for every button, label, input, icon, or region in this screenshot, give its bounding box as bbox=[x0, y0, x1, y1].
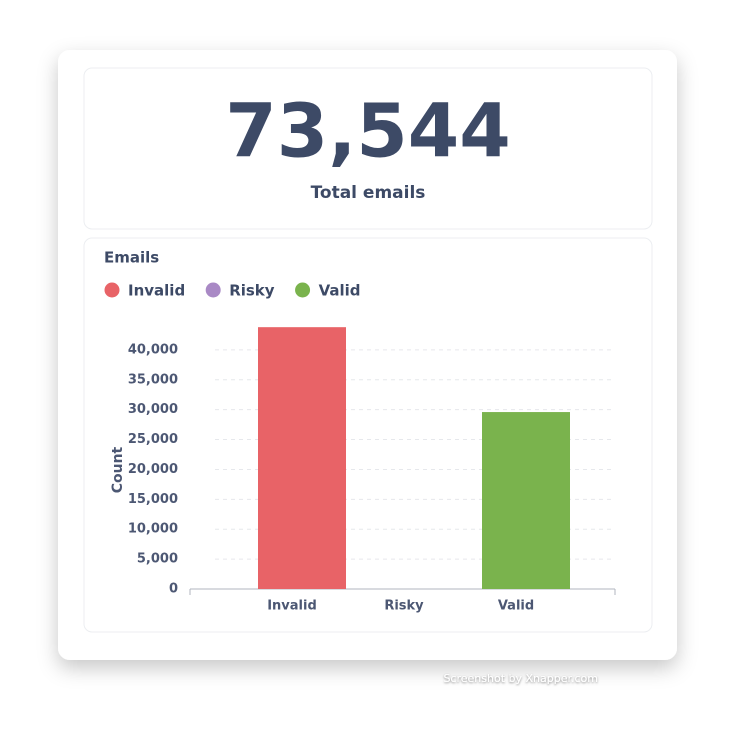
chart-title: Emails bbox=[104, 249, 159, 267]
y-tick-label: 15,000 bbox=[128, 492, 178, 507]
legend-swatch bbox=[295, 282, 311, 298]
stat-value: 73,544 bbox=[225, 89, 511, 175]
bar bbox=[482, 412, 570, 589]
x-tick-label: Valid bbox=[498, 599, 534, 614]
y-tick-label: 20,000 bbox=[128, 462, 178, 477]
x-tick-label: Risky bbox=[384, 599, 424, 614]
stat-label: Total emails bbox=[311, 183, 426, 203]
legend-label: Risky bbox=[229, 282, 275, 300]
y-tick-label: 25,000 bbox=[128, 432, 178, 447]
y-tick-label: 5,000 bbox=[137, 552, 178, 567]
y-tick-label: 40,000 bbox=[128, 342, 178, 357]
y-tick-label: 0 bbox=[169, 582, 178, 597]
y-axis-label: Count bbox=[110, 446, 126, 493]
y-tick-label: 35,000 bbox=[128, 372, 178, 387]
legend-swatch bbox=[104, 282, 120, 298]
bar bbox=[258, 327, 346, 589]
legend-swatch bbox=[205, 282, 221, 298]
stat-card bbox=[83, 67, 653, 230]
legend-label: Invalid bbox=[128, 282, 185, 300]
y-tick-label: 30,000 bbox=[128, 402, 178, 417]
watermark: Screenshot by Xnapper.com bbox=[443, 672, 598, 685]
legend-label: Valid bbox=[319, 282, 361, 300]
x-tick-label: Invalid bbox=[267, 599, 317, 614]
y-tick-label: 10,000 bbox=[128, 522, 178, 537]
